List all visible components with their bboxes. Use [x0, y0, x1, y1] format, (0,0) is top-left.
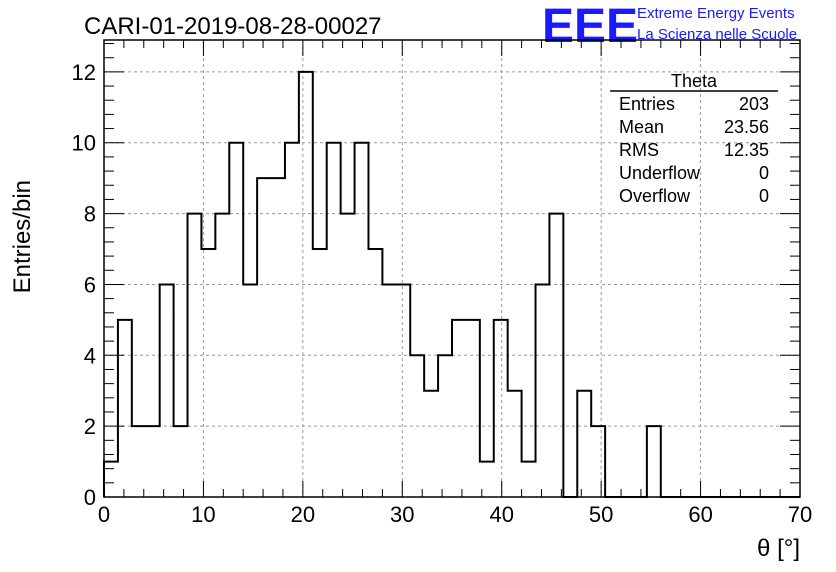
x-axis-title: θ [°] — [757, 535, 800, 562]
stats-underflow-value: 0 — [759, 163, 769, 183]
histogram-bar — [591, 426, 605, 497]
y-tick-label: 2 — [84, 414, 96, 439]
x-tick-label: 70 — [788, 502, 812, 527]
histogram-bar — [355, 143, 369, 497]
histogram-bar — [508, 391, 522, 497]
logo-line-2: La Scienza nelle Scuole — [637, 26, 797, 43]
histogram-bar — [522, 462, 536, 497]
histogram-bar — [174, 426, 188, 497]
x-tick-label: 20 — [291, 502, 315, 527]
y-tick-label: 6 — [84, 272, 96, 297]
stats-box: Theta Entries 203 Mean 23.56 RMS 12.35 U… — [610, 71, 778, 206]
histogram-bar — [215, 214, 229, 497]
histogram-bar — [146, 426, 160, 497]
y-axis-title: Entries/bin — [9, 180, 36, 293]
histogram-bar — [494, 320, 508, 497]
y-tick-label: 8 — [84, 202, 96, 227]
y-tick-labels: 0 2 4 6 8 10 12 — [72, 60, 96, 510]
histogram-bar — [104, 462, 118, 497]
stats-underflow-label: Underflow — [619, 163, 701, 183]
stats-mean-value: 23.56 — [724, 117, 769, 137]
histogram-bar — [243, 284, 257, 497]
stats-overflow-value: 0 — [759, 186, 769, 206]
histogram-bar — [647, 426, 661, 497]
histogram-bar — [396, 284, 410, 497]
histogram-bar — [466, 320, 480, 497]
stats-entries-value: 203 — [739, 94, 769, 114]
x-tick-label: 10 — [191, 502, 215, 527]
histogram-bar — [257, 178, 271, 497]
histogram-bar — [424, 391, 438, 497]
stats-rms-value: 12.35 — [724, 140, 769, 160]
logo-line-1: Extreme Energy Events — [637, 5, 795, 22]
histogram-bar — [382, 284, 396, 497]
x-tick-labels: 0 10 20 30 40 50 60 70 — [98, 502, 812, 527]
histogram-bar — [118, 320, 132, 497]
histogram-bar — [577, 391, 591, 497]
chart-title: CARI-01-2019-08-28-00027 — [84, 13, 382, 40]
grid-lines — [104, 40, 800, 497]
histogram-bar — [271, 178, 285, 497]
eee-logo: EEE Extreme Energy Events La Scienza nel… — [542, 0, 797, 53]
stats-overflow-label: Overflow — [619, 186, 691, 206]
stats-mean-label: Mean — [619, 117, 664, 137]
y-tick-label: 4 — [84, 343, 96, 368]
y-tick-label: 12 — [72, 60, 96, 85]
histogram-bar — [368, 249, 382, 497]
histogram-bar — [327, 143, 341, 497]
axis-ticks — [103, 40, 801, 498]
stats-title: Theta — [671, 71, 718, 91]
logo-mark: EEE — [542, 0, 638, 53]
histogram-bar — [229, 143, 243, 497]
histogram-bar — [313, 249, 327, 497]
histogram-bar — [160, 284, 174, 497]
plot-frame — [103, 39, 801, 498]
x-tick-label: 40 — [489, 502, 513, 527]
x-tick-label: 0 — [98, 502, 110, 527]
x-tick-label: 30 — [390, 502, 414, 527]
stats-rms-label: RMS — [619, 140, 659, 160]
x-tick-label: 60 — [688, 502, 712, 527]
x-tick-label: 50 — [589, 502, 613, 527]
y-tick-label: 0 — [84, 485, 96, 510]
histogram-bar — [536, 284, 550, 497]
y-tick-label: 10 — [72, 131, 96, 156]
histogram-bar — [132, 426, 146, 497]
histogram-bar — [285, 143, 299, 497]
stats-entries-label: Entries — [619, 94, 675, 114]
histogram-bar — [452, 320, 466, 497]
